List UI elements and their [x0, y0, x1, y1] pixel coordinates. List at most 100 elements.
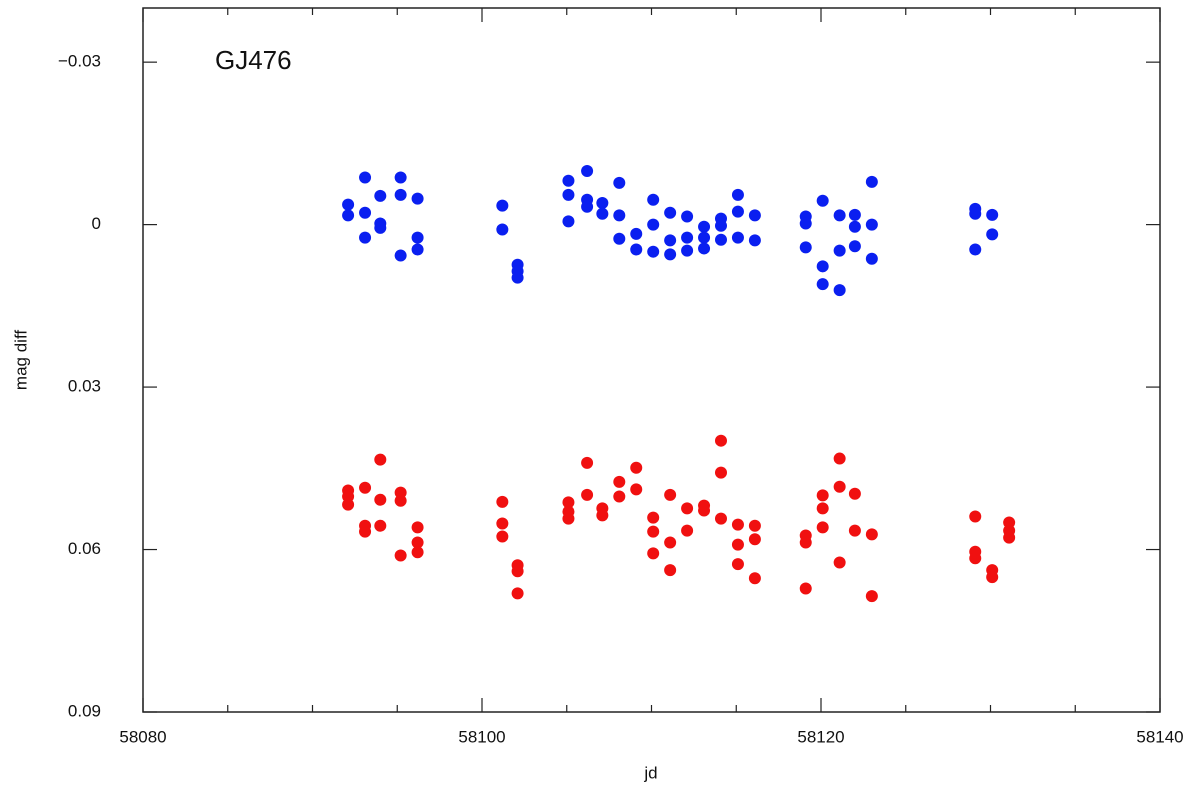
data-point: [359, 171, 372, 184]
data-point: [833, 452, 846, 465]
data-point: [647, 511, 660, 524]
data-point: [731, 205, 744, 218]
data-point: [865, 590, 878, 603]
data-point: [411, 192, 424, 205]
data-point: [359, 231, 372, 244]
data-point: [630, 227, 643, 240]
data-point: [562, 496, 575, 509]
data-point: [816, 521, 829, 534]
data-point: [394, 494, 407, 507]
x-tick-label: 58100: [458, 727, 505, 746]
data-point: [698, 504, 711, 517]
data-point: [698, 231, 711, 244]
data-point: [799, 582, 812, 595]
data-point: [731, 231, 744, 244]
x-axis-label: jd: [643, 763, 657, 782]
data-point: [374, 221, 387, 234]
data-point: [394, 171, 407, 184]
data-point: [411, 231, 424, 244]
data-point: [359, 481, 372, 494]
data-point: [748, 572, 761, 585]
data-point: [394, 188, 407, 201]
data-point: [496, 495, 509, 508]
data-point: [865, 218, 878, 231]
data-point: [714, 512, 727, 525]
data-point: [969, 552, 982, 565]
data-point: [374, 189, 387, 202]
annotation: GJ476: [215, 45, 292, 75]
data-point: [596, 207, 609, 220]
data-point: [647, 525, 660, 538]
data-point: [731, 558, 744, 571]
x-tick-label: 58080: [119, 727, 166, 746]
data-point: [848, 220, 861, 233]
data-point: [865, 252, 878, 265]
data-point: [698, 242, 711, 255]
data-point: [581, 165, 594, 178]
data-point: [848, 487, 861, 500]
data-point: [664, 234, 677, 247]
data-point: [799, 217, 812, 230]
data-point: [511, 587, 524, 600]
data-point: [681, 244, 694, 257]
x-tick-label: 58120: [797, 727, 844, 746]
data-point: [748, 234, 761, 247]
y-tick-label: 0.06: [68, 539, 101, 558]
data-point: [681, 231, 694, 244]
data-point: [698, 220, 711, 233]
data-point: [359, 525, 372, 538]
data-point: [496, 223, 509, 236]
data-point: [630, 461, 643, 474]
data-point: [374, 519, 387, 532]
y-tick-label: 0.09: [68, 701, 101, 720]
data-point: [731, 518, 744, 531]
data-point: [848, 208, 861, 221]
data-point: [613, 232, 626, 245]
data-point: [969, 207, 982, 220]
data-point: [833, 480, 846, 493]
data-point: [681, 210, 694, 223]
data-point: [664, 248, 677, 261]
data-point: [342, 198, 355, 211]
data-point: [511, 271, 524, 284]
data-point: [562, 188, 575, 201]
data-point: [630, 243, 643, 256]
data-point: [714, 219, 727, 232]
data-point: [681, 524, 694, 537]
data-point: [986, 228, 999, 241]
data-point: [664, 488, 677, 501]
data-point: [816, 502, 829, 515]
data-point: [714, 466, 727, 479]
data-point: [630, 483, 643, 496]
data-point: [581, 200, 594, 213]
data-point: [664, 536, 677, 549]
data-point: [833, 284, 846, 297]
y-tick-label: −0.03: [58, 52, 101, 71]
data-point: [664, 564, 677, 577]
data-point: [865, 528, 878, 541]
data-point: [411, 546, 424, 559]
data-point: [359, 206, 372, 219]
data-point: [511, 565, 524, 578]
data-point: [374, 453, 387, 466]
data-point: [816, 194, 829, 207]
data-point: [748, 519, 761, 532]
data-point: [731, 538, 744, 551]
data-point: [496, 530, 509, 543]
data-point: [613, 490, 626, 503]
data-point: [596, 509, 609, 522]
data-point: [714, 233, 727, 246]
data-point: [562, 215, 575, 228]
data-point: [613, 475, 626, 488]
y-tick-label: 0: [92, 214, 101, 233]
plot-frame: [142, 7, 1161, 713]
data-point: [816, 278, 829, 291]
data-point: [833, 244, 846, 257]
data-point: [613, 209, 626, 222]
data-point: [613, 176, 626, 189]
data-point: [969, 243, 982, 256]
data-point: [833, 556, 846, 569]
data-point: [865, 175, 878, 188]
data-point: [647, 193, 660, 206]
data-point: [816, 260, 829, 273]
